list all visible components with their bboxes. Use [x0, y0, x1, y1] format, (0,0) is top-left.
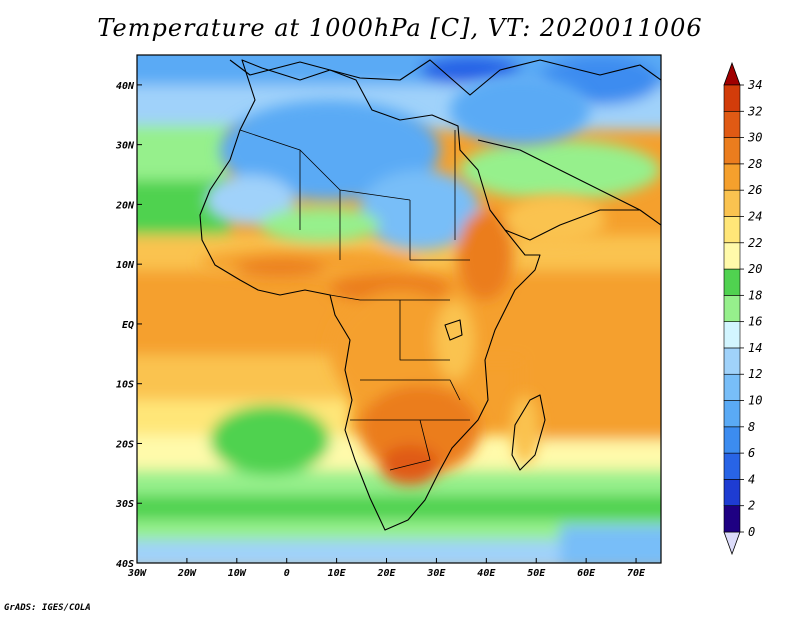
- y-tick-label: 20N: [115, 200, 135, 211]
- y-tick-label: 20S: [115, 439, 134, 450]
- colorbar-label: 16: [748, 315, 762, 329]
- colorbar-segment: [723, 268, 741, 296]
- y-tick-label: 10N: [116, 260, 135, 271]
- coastlines: [199, 59, 661, 531]
- country-borders: [239, 129, 470, 471]
- colorbar-segment: [723, 400, 741, 428]
- colorbar-segment: [723, 426, 741, 454]
- x-tick-label: 50E: [527, 568, 546, 579]
- map-frame: [136, 54, 662, 564]
- grads-credit: GrADS: IGES/COLA: [4, 603, 91, 613]
- x-tick-label: 20W: [177, 568, 197, 579]
- y-tick-label: 30S: [115, 499, 134, 510]
- x-tick-label: 70E: [627, 568, 646, 579]
- lake-victoria: [444, 319, 463, 341]
- colorbar-label: 34: [747, 78, 762, 92]
- y-tick-label: 40N: [116, 81, 135, 92]
- colorbar-label: 6: [748, 446, 755, 460]
- colorbar-segment: [723, 295, 741, 322]
- x-tick-label: 0: [284, 568, 290, 579]
- colorbar-label: 22: [748, 236, 762, 250]
- x-tick-label: 20E: [376, 568, 396, 579]
- x-tick-label: 40E: [477, 568, 496, 579]
- colorbar-label: 4: [748, 472, 755, 486]
- y-tick-label: EQ: [122, 320, 134, 331]
- colorbar-label: 0: [748, 525, 755, 539]
- africa-coastline: [199, 59, 541, 531]
- colorbar-label: 10: [748, 394, 762, 408]
- colorbar-label: 20: [748, 262, 762, 276]
- x-tick-label: 10E: [328, 568, 347, 579]
- colorbar-segment: [723, 216, 741, 244]
- colorbar-segment: [723, 347, 741, 375]
- colorbar-label: 8: [748, 420, 755, 434]
- chart-title: Temperature at 1000hPa [C], VT: 20200110…: [97, 14, 703, 42]
- x-tick-label: 10W: [228, 568, 247, 579]
- colorbar-over-triangle: [723, 61, 741, 86]
- y-tick-label: 40S: [116, 559, 134, 570]
- colorbar-segment: [723, 321, 741, 349]
- colorbar-label: 30: [747, 131, 762, 145]
- colorbar-segment: [723, 137, 741, 165]
- x-tick-label: 30E: [426, 568, 446, 579]
- colorbar-label: 14: [748, 341, 762, 355]
- colorbar-segment: [723, 163, 741, 191]
- colorbar-segment: [723, 242, 741, 270]
- europe-coastline: [229, 59, 661, 96]
- y-tick-label: 10S: [116, 380, 134, 391]
- madagascar-coastline: [511, 394, 546, 471]
- colorbar-segment: [723, 505, 741, 533]
- y-axis: 40N 30N 20N 10N EQ 10S 20S 30S 40S: [115, 81, 142, 570]
- colorbar-label: 26: [748, 183, 762, 197]
- colorbar-segment: [723, 84, 741, 112]
- colorbar-label: 2: [748, 499, 755, 513]
- x-tick-label: 60E: [577, 568, 596, 579]
- colorbar-label: 12: [748, 367, 762, 381]
- colorbar-segment: [723, 479, 741, 507]
- colorbar-label: 24: [748, 209, 762, 223]
- colorbar-segment: [723, 110, 741, 138]
- x-axis: 30W 20W 10W 0 10E 20E 30E 40E 50E 60E 70E: [127, 558, 646, 579]
- y-tick-label: 30N: [115, 141, 135, 152]
- arabia-coastline: [477, 139, 661, 241]
- colorbar-label: 32: [747, 104, 762, 118]
- colorbar-label: 28: [748, 157, 762, 171]
- colorbar-segment: [723, 373, 741, 401]
- colorbar-label: 18: [748, 288, 762, 302]
- x-tick-label: 30W: [127, 568, 147, 579]
- colorbar-segment: [723, 189, 741, 217]
- colorbar-segment: [723, 452, 741, 480]
- colorbar-under-triangle: [723, 531, 741, 556]
